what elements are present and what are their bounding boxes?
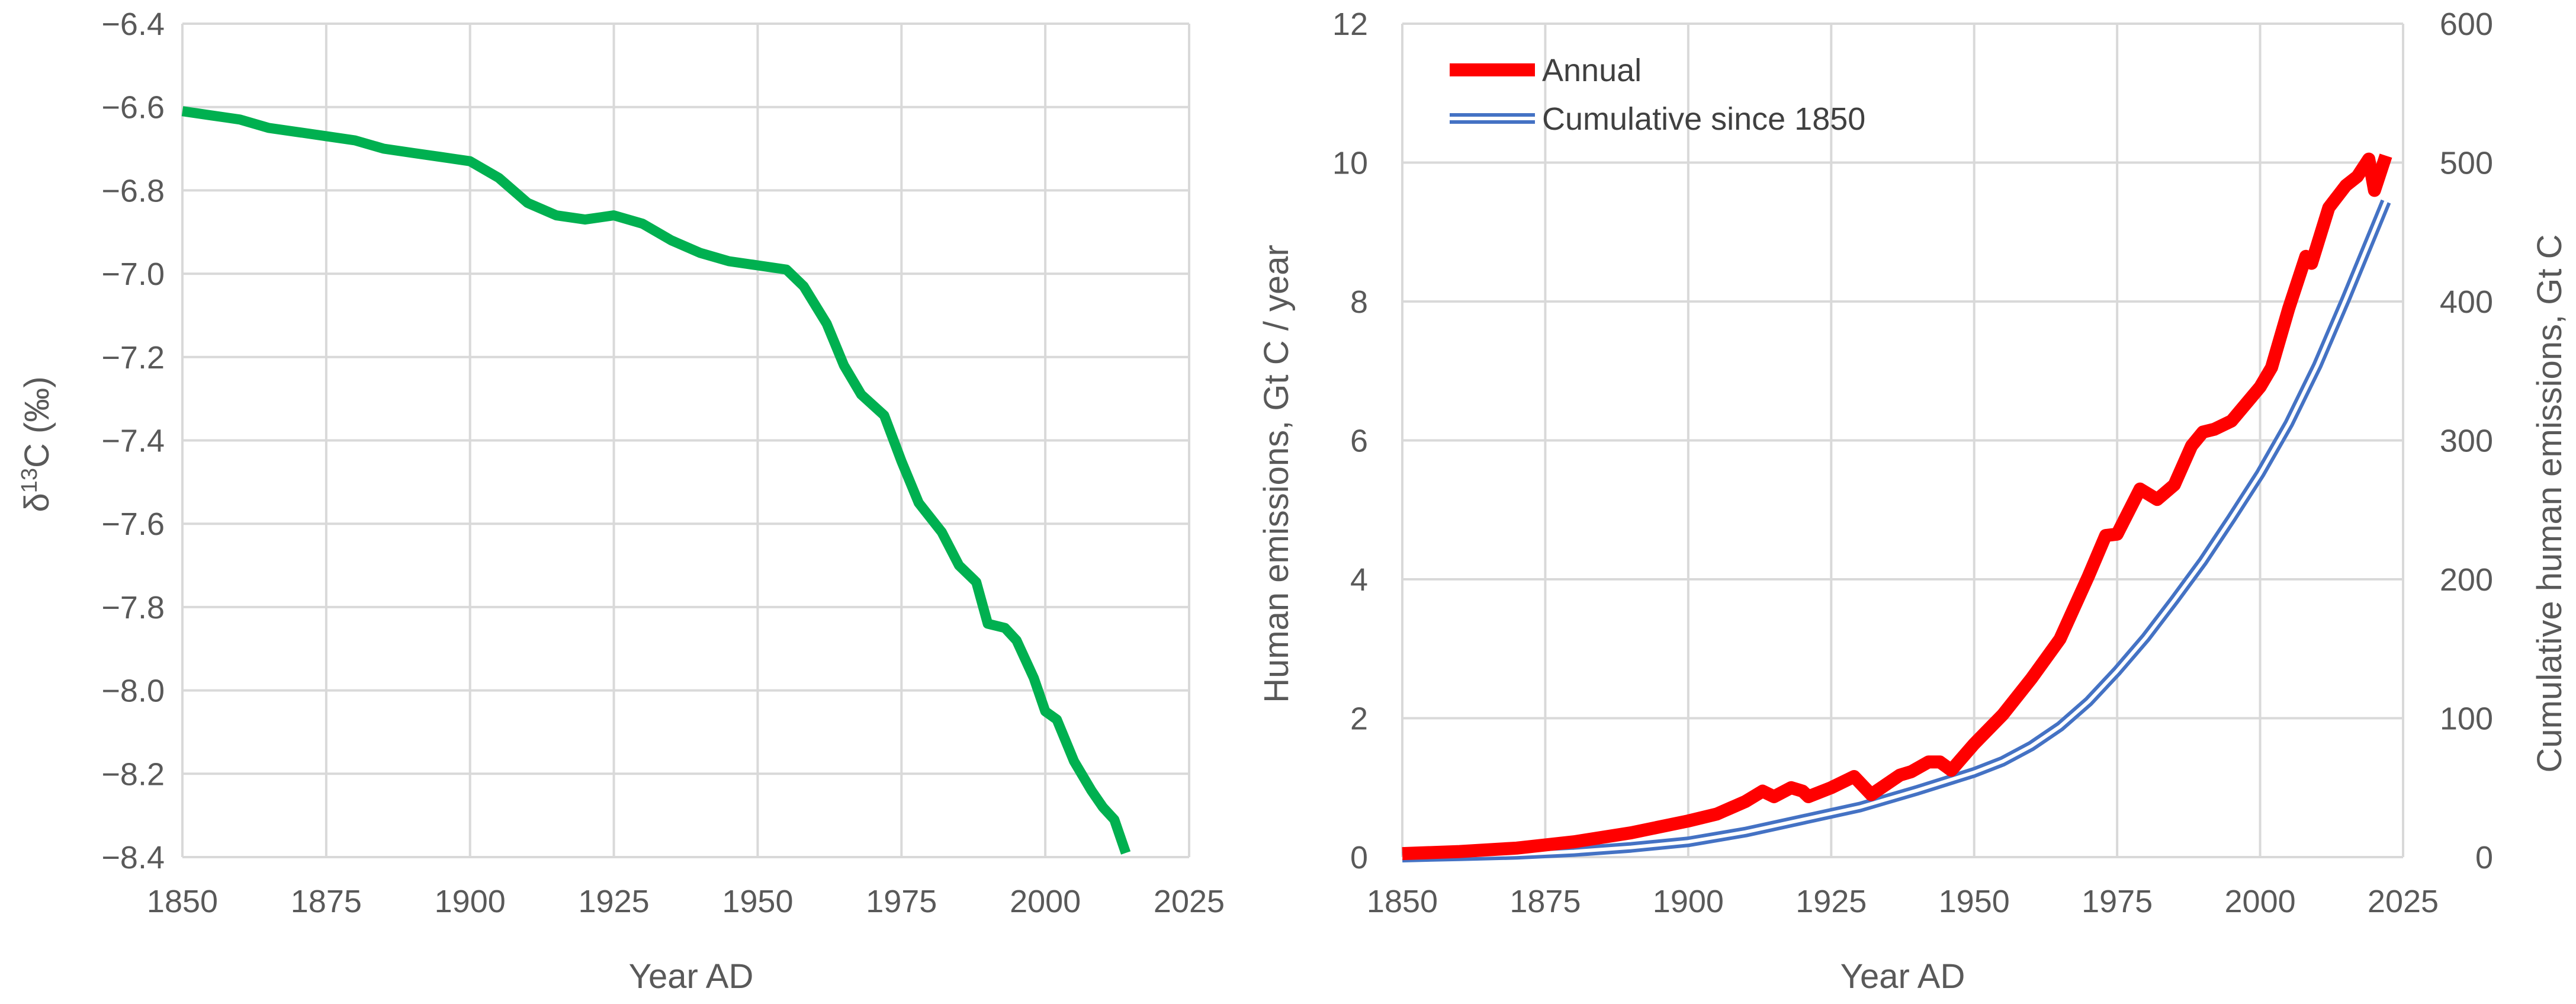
right-y2-tick-labels: 0 100 200 300 400 500 600 (2440, 7, 2493, 875)
left-y-tick-label: −7.4 (101, 424, 165, 459)
left-x-axis-title: Year AD (629, 957, 754, 996)
right-y2-tick-label: 300 (2440, 424, 2493, 459)
legend-cumulative-label: Cumulative since 1850 (1542, 101, 1865, 137)
right-series (1402, 152, 2392, 862)
right-x-tick-label: 1925 (1796, 884, 1867, 919)
annual-line (1402, 152, 2392, 861)
right-x-tick-label: 1875 (1509, 884, 1581, 919)
right-x-tick-label: 2025 (2368, 884, 2439, 919)
right-x-tick-label: 1900 (1653, 884, 1724, 919)
right-y2-tick-label: 600 (2440, 7, 2493, 42)
left-x-tick-label: 2025 (1154, 884, 1225, 919)
right-y-tick-label: 4 (1350, 562, 1368, 598)
right-y-tick-label: 8 (1350, 284, 1368, 320)
left-y-axis-title: δ13C (‰) (17, 376, 56, 512)
right-y-tick-label: 6 (1350, 424, 1368, 459)
left-x-tick-label: 1875 (291, 884, 362, 919)
left-gridlines (181, 23, 1190, 858)
left-series (181, 106, 1131, 855)
left-x-tick-label: 1850 (147, 884, 218, 919)
right-gridlines (1401, 23, 2404, 858)
right-x-axis-title: Year AD (1841, 957, 1965, 996)
right-y2-tick-label: 0 (2475, 840, 2493, 875)
left-x-tick-label: 1950 (722, 884, 793, 919)
left-y-tick-label: −6.8 (101, 173, 165, 209)
left-x-tick-label: 1925 (579, 884, 650, 919)
right-y2-tick-label: 400 (2440, 284, 2493, 320)
legend: Annual Cumulative since 1850 (1450, 53, 1865, 137)
right-x-tick-label: 1850 (1367, 884, 1438, 919)
right-x-tick-labels: 1850 1875 1900 1925 1950 1975 2000 2025 (1367, 884, 2439, 919)
legend-annual-label: Annual (1542, 53, 1642, 88)
right-x-tick-label: 1975 (2082, 884, 2153, 919)
right-x-tick-label: 2000 (2225, 884, 2296, 919)
emissions-chart: 0 2 4 6 8 10 12 0 100 200 300 400 500 600 1850 1875 19… (1257, 7, 2569, 996)
left-x-tick-label: 1900 (435, 884, 506, 919)
right-y-tick-label: 2 (1350, 701, 1368, 737)
cumulative-line-inner (1402, 201, 2388, 859)
right-y-tick-label: 12 (1332, 7, 1368, 42)
left-y-tick-label: −7.6 (101, 506, 165, 542)
delta13c-line (181, 106, 1131, 855)
left-x-tick-label: 2000 (1010, 884, 1081, 919)
left-y-tick-label: −8.0 (101, 673, 165, 709)
left-y-tick-label: −6.4 (101, 7, 165, 42)
right-y-tick-labels: 0 2 4 6 8 10 12 (1332, 7, 1368, 875)
left-x-tick-labels: 1850 1875 1900 1925 1950 1975 2000 2025 (147, 884, 1225, 919)
right-y2-tick-label: 500 (2440, 146, 2493, 181)
right-y2-tick-label: 100 (2440, 701, 2493, 737)
left-y-tick-labels: −6.4 −6.6 −6.8 −7.0 −7.2 −7.4 −7.6 −7.8 −8.0 −8.2… (101, 7, 165, 875)
right-y-axis-title: Human emissions, Gt C / year (1257, 245, 1296, 703)
left-y-tick-label: −6.6 (101, 90, 165, 126)
left-y-tick-label: −7.0 (101, 256, 165, 292)
left-y-tick-label: −7.8 (101, 590, 165, 626)
right-y-tick-label: 10 (1332, 146, 1368, 181)
left-y-tick-label: −8.2 (101, 756, 165, 792)
right-x-tick-label: 1950 (1939, 884, 2010, 919)
delta13c-chart: −6.4 −6.6 −6.8 −7.0 −7.2 −7.4 −7.6 −7.8 −8.0 −8.2… (17, 7, 1225, 996)
left-x-tick-label: 1975 (866, 884, 937, 919)
left-y-tick-label: −7.2 (101, 340, 165, 376)
right-y2-axis-title: Cumulative human emissions, Gt C (2530, 235, 2569, 773)
left-y-tick-label: −8.4 (101, 840, 165, 875)
right-y2-tick-label: 200 (2440, 562, 2493, 598)
right-y-tick-label: 0 (1350, 840, 1368, 875)
